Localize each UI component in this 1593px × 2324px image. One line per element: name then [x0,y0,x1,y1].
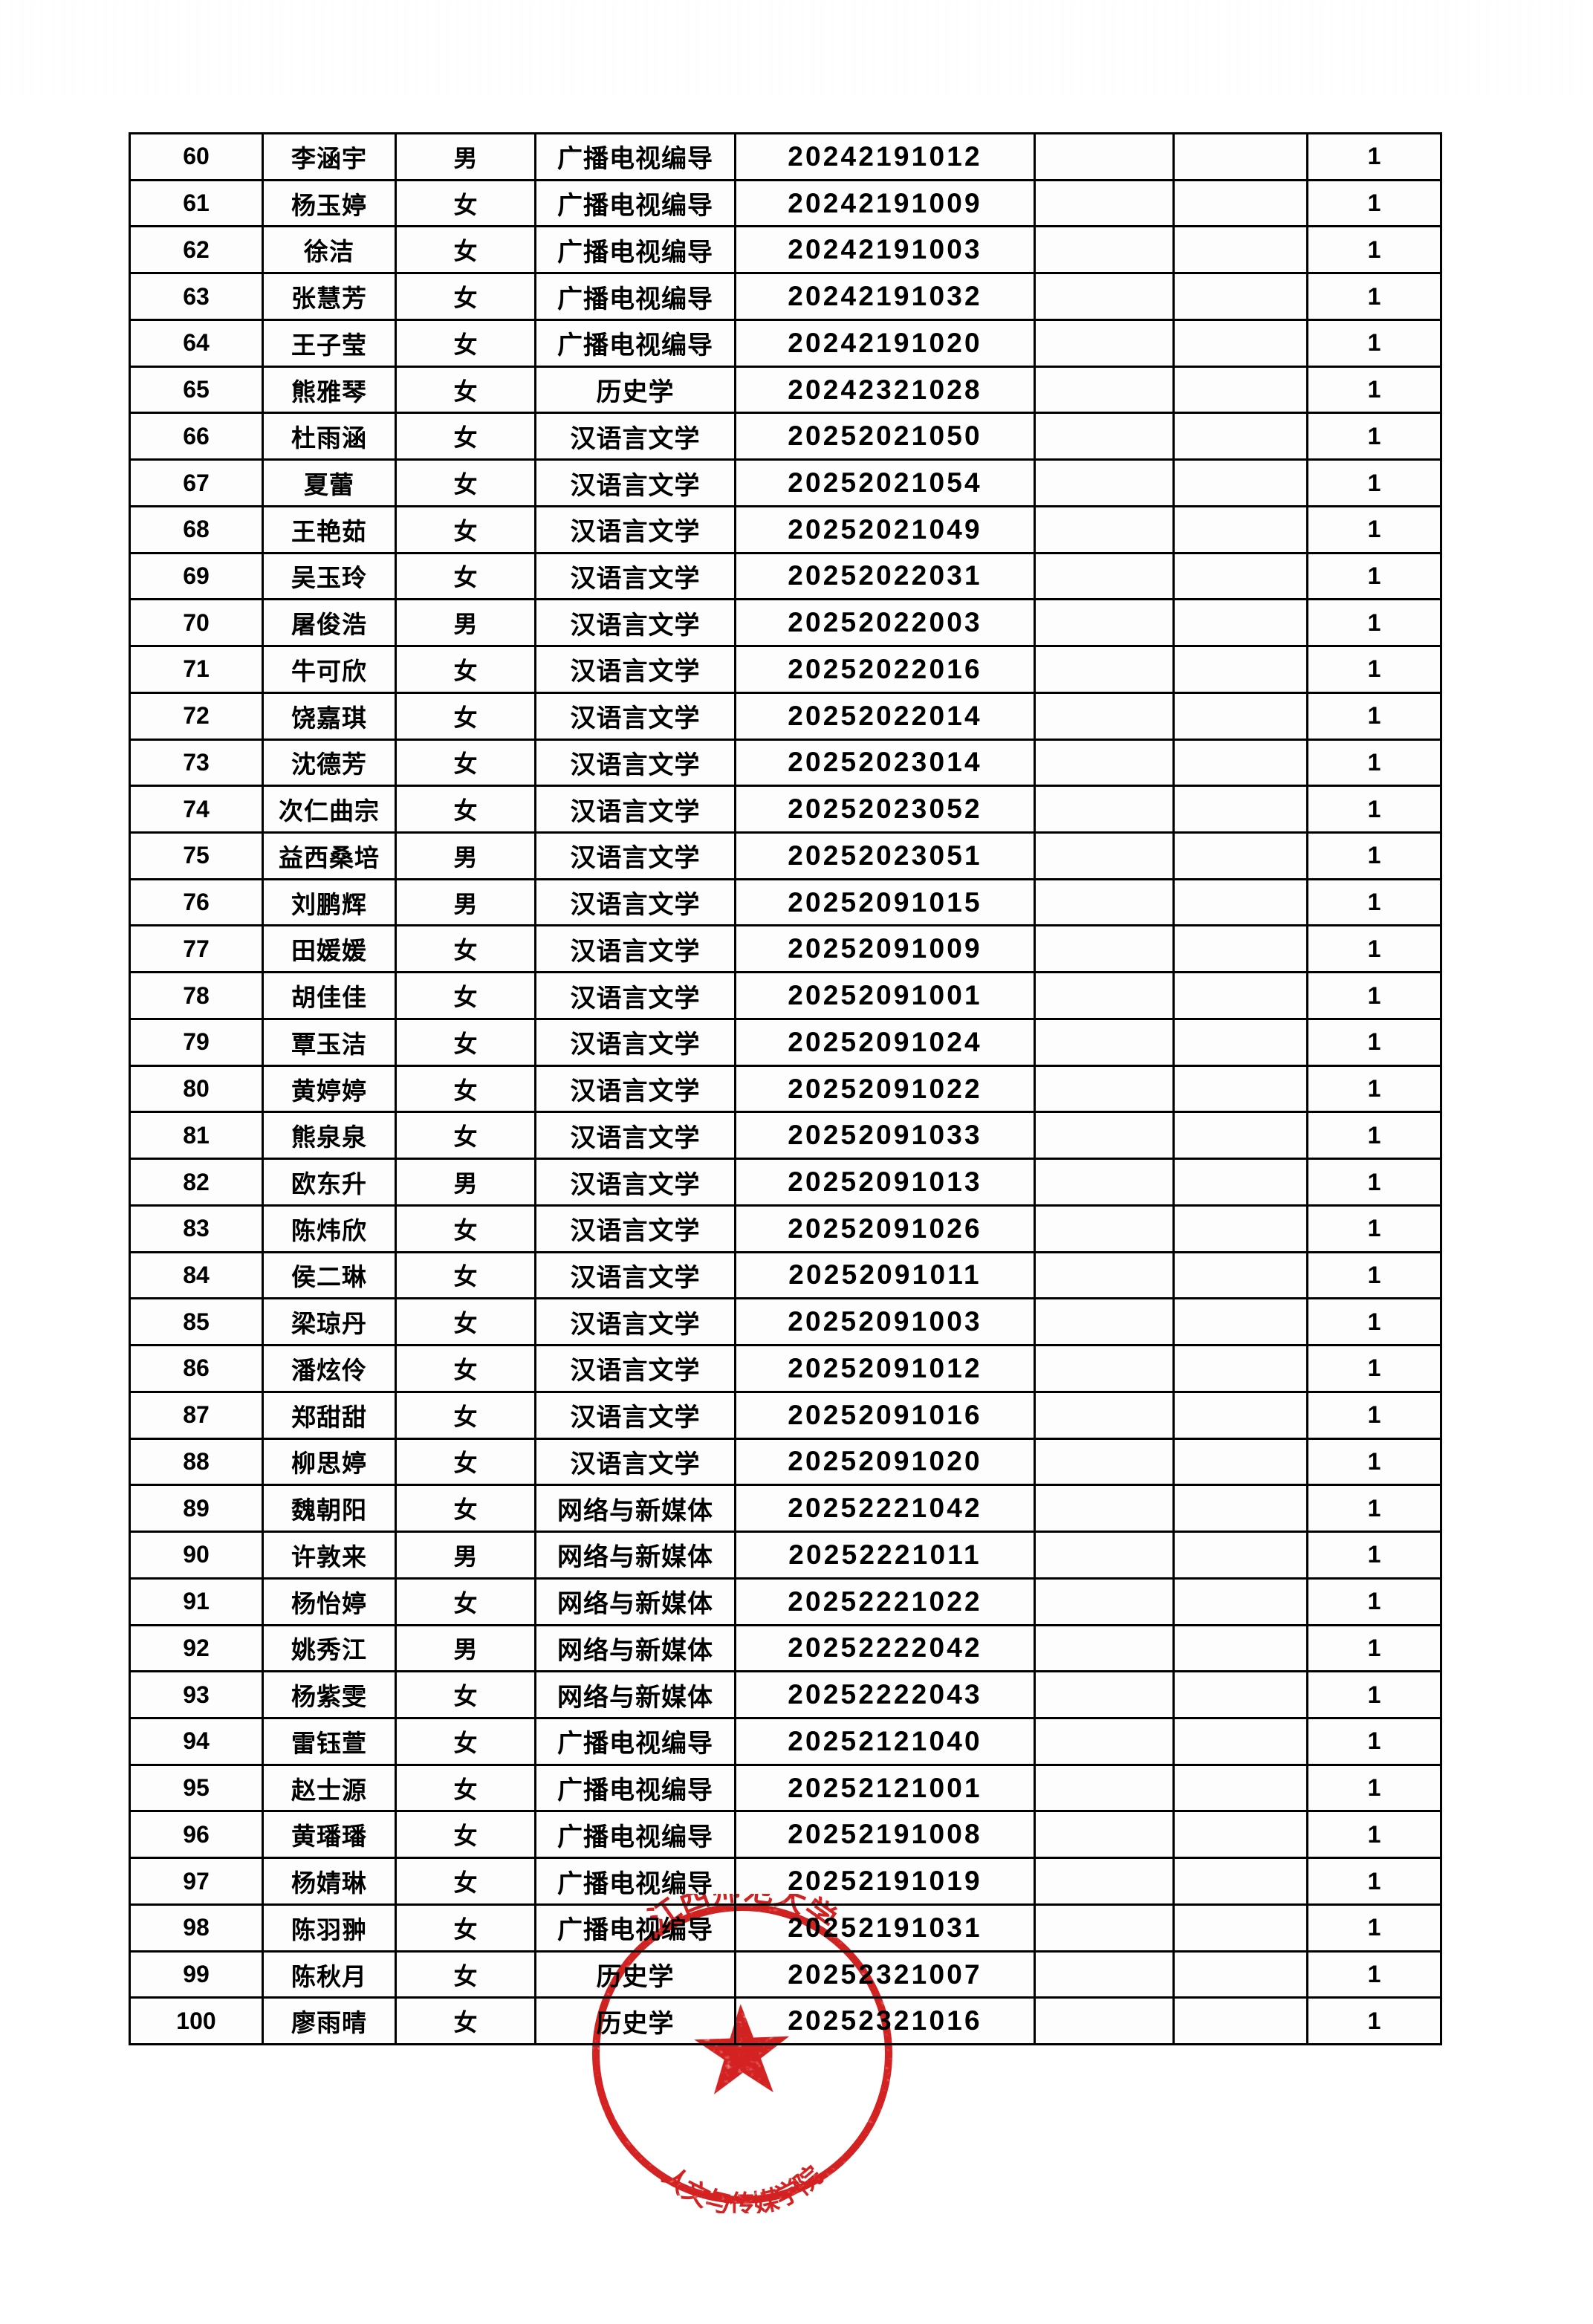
svg-text:人文与传媒学院: 人文与传媒学院 [657,2161,828,2213]
svg-text:江西师范大学: 江西师范大学 [643,1894,843,1937]
